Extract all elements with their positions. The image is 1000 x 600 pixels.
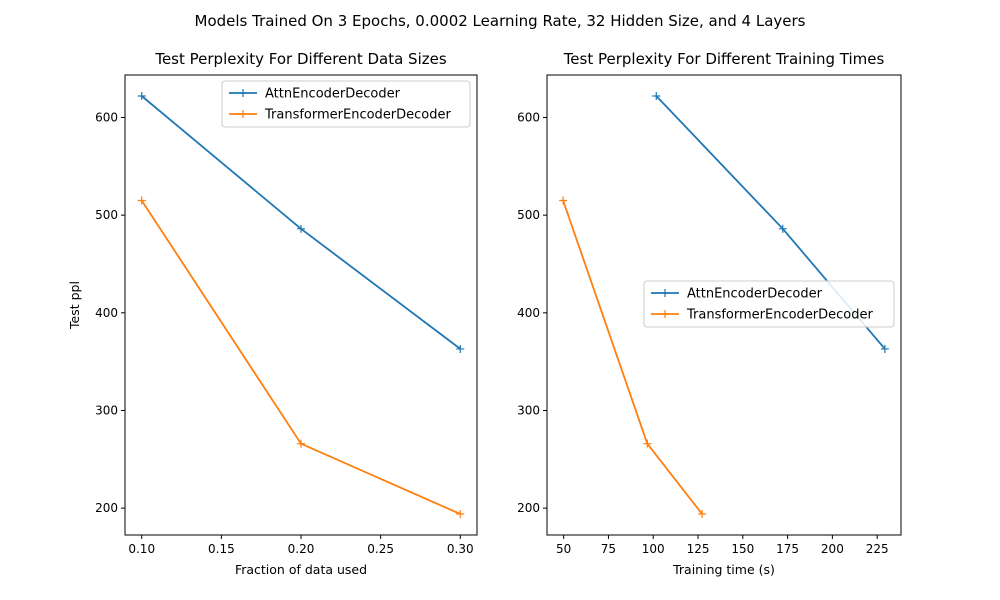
x-tick-label: 100: [642, 542, 665, 556]
legend-entry-label: AttnEncoderDecoder: [687, 287, 823, 302]
y-tick-label: 200: [517, 501, 540, 515]
y-axis-label: Test ppl: [67, 281, 82, 330]
legend: AttnEncoderDecoder TransformerEncoderDeco…: [221, 80, 471, 128]
x-tick-label: 175: [776, 542, 799, 556]
data-point: [456, 510, 465, 519]
right-plot: Test Perplexity For Different Training T…: [517, 50, 902, 577]
y-tick-label: 500: [517, 208, 540, 222]
data-point: [559, 196, 568, 205]
data-point: [297, 224, 305, 233]
plot-title: Test Perplexity For Different Training T…: [563, 50, 885, 68]
left-plot: Test Perplexity For Different Data Sizes…: [67, 50, 478, 577]
data-point: [778, 224, 787, 233]
data-point: [297, 439, 305, 448]
data-point: [137, 91, 146, 100]
y-tick-label: 600: [517, 110, 540, 124]
series-line-1: [562, 200, 703, 515]
x-axis-label: Training time (s): [672, 562, 775, 577]
y-tick-label: 200: [95, 501, 118, 515]
y-tick-label: 500: [95, 208, 118, 222]
series-line-0: [141, 95, 461, 350]
legend-entry-label: AttnEncoderDecoder: [265, 87, 401, 102]
x-tick-label: 125: [687, 542, 710, 556]
legend-marker: [661, 289, 669, 297]
y-tick-label: 300: [517, 403, 540, 417]
legend-marker: [661, 310, 669, 318]
legend-marker: [239, 89, 247, 97]
x-tick-label: 75: [601, 542, 616, 556]
data-point: [698, 510, 707, 519]
data-point: [643, 439, 652, 448]
data-point: [137, 196, 146, 205]
x-axis-label: Fraction of data used: [235, 562, 367, 577]
legend: AttnEncoderDecoder TransformerEncoderDeco…: [643, 280, 895, 328]
x-tick-label: 0.10: [128, 542, 155, 556]
x-tick-label: 0.30: [447, 542, 474, 556]
axes-frame: [124, 74, 478, 536]
x-tick-label: 0.20: [288, 542, 315, 556]
legend-box: [643, 280, 895, 328]
series-line-1: [140, 200, 461, 515]
data-point: [652, 91, 661, 100]
data-point: [456, 344, 465, 353]
legend-marker: [239, 110, 247, 118]
legend-entry-label: TransformerEncoderDecoder: [686, 308, 874, 323]
x-tick-label: 150: [731, 542, 754, 556]
x-tick-label: 225: [866, 542, 889, 556]
legend-entry-label: TransformerEncoderDecoder: [264, 108, 452, 123]
x-tick-label: 50: [556, 542, 571, 556]
x-tick-label: 0.25: [367, 542, 394, 556]
axes-frame: [546, 74, 902, 536]
y-tick-label: 400: [95, 306, 118, 320]
x-tick-label: 0.15: [208, 542, 235, 556]
y-tick-label: 400: [517, 306, 540, 320]
data-point: [880, 344, 889, 353]
legend-box: [221, 80, 471, 128]
y-tick-label: 600: [95, 110, 118, 124]
y-tick-label: 300: [95, 403, 118, 417]
x-tick-label: 200: [821, 542, 844, 556]
plot-title: Test Perplexity For Different Data Sizes: [154, 50, 447, 68]
figure-suptitle: Models Trained On 3 Epochs, 0.0002 Learn…: [195, 12, 806, 30]
